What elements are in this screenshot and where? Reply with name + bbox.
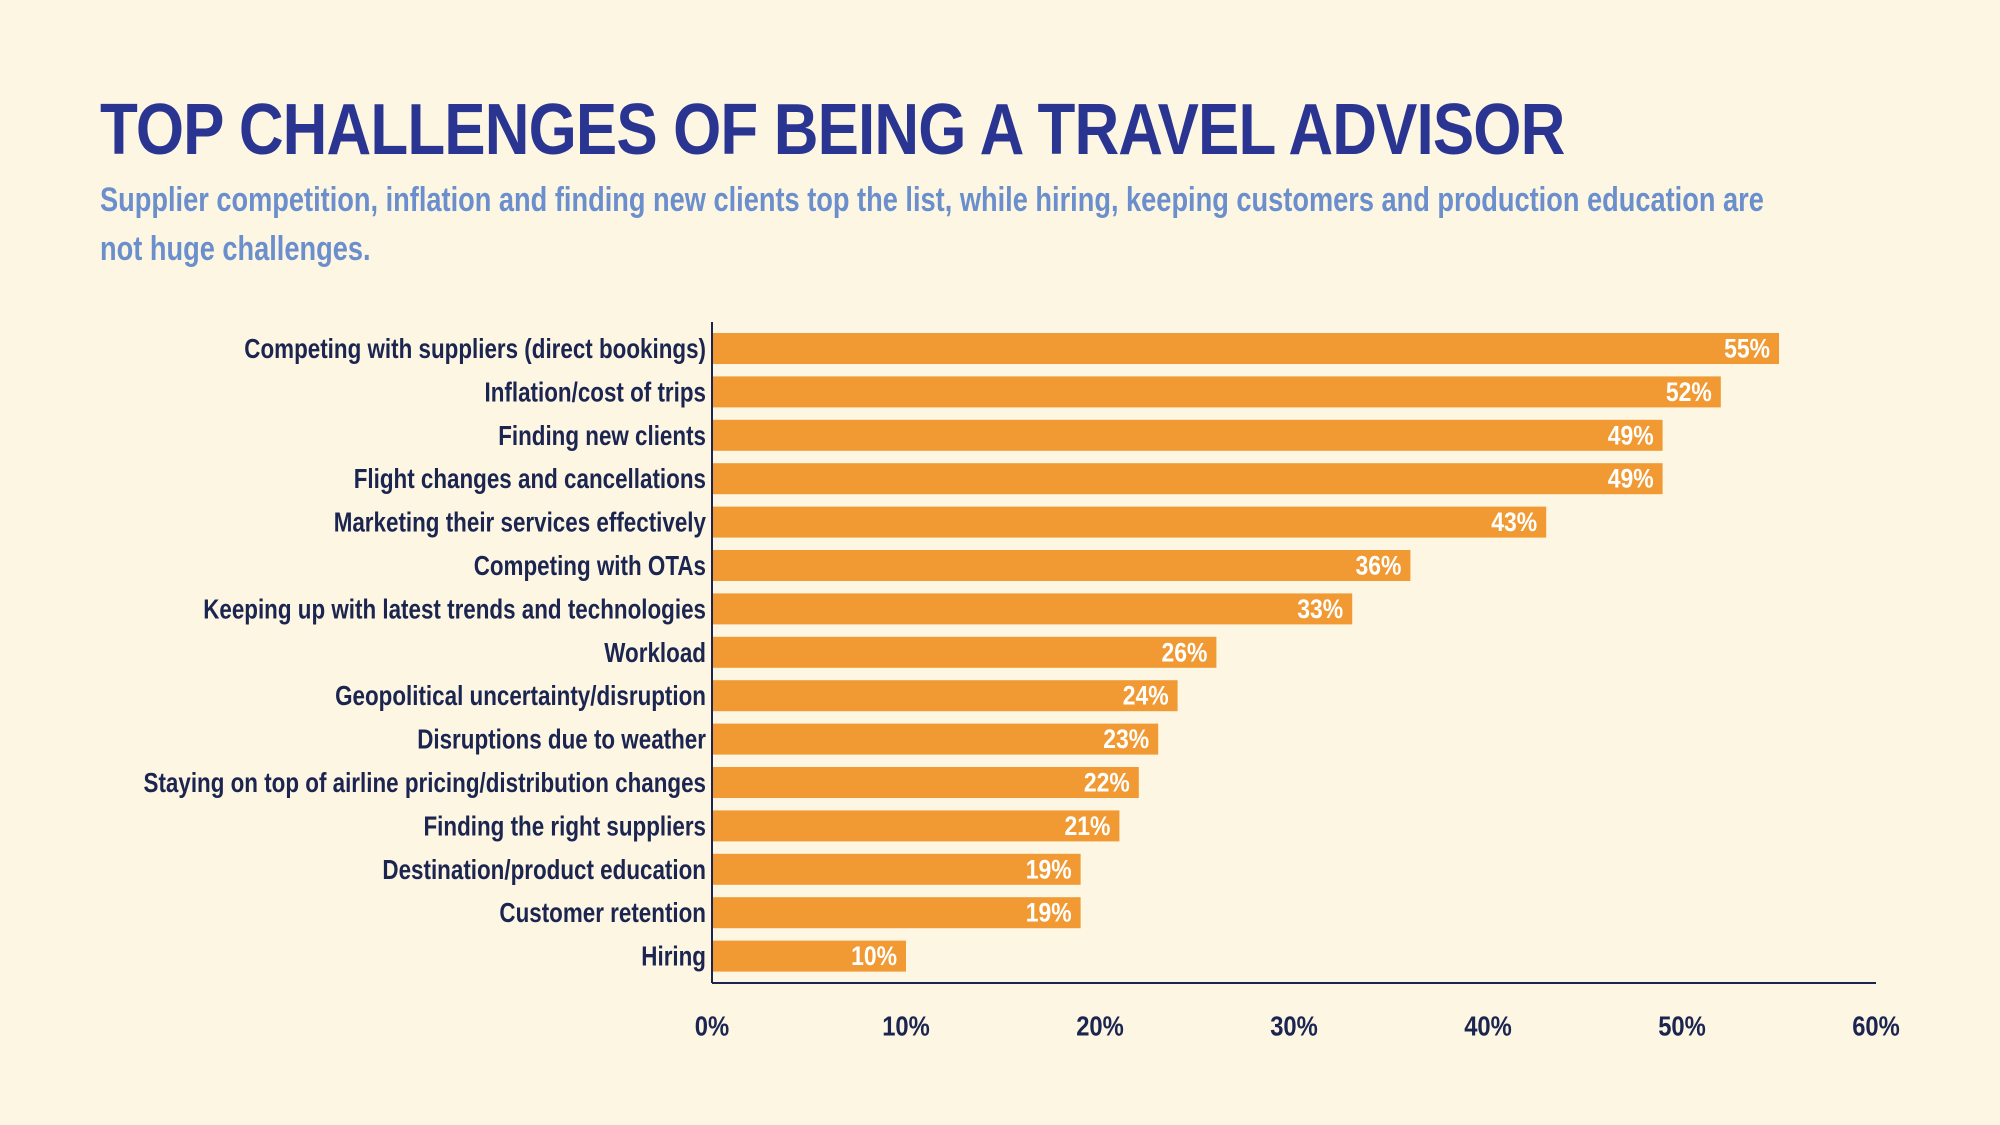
category-label: Inflation/cost of trips: [485, 376, 707, 407]
category-label: Disruptions due to weather: [417, 724, 706, 755]
bar: [712, 463, 1663, 495]
value-label: 55%: [1724, 334, 1770, 364]
value-label: 52%: [1666, 377, 1712, 407]
x-tick-label: 30%: [1270, 1011, 1318, 1042]
bar: [712, 333, 1779, 364]
bar: [712, 897, 1081, 929]
category-label: Destination/product education: [382, 854, 706, 885]
bar: [712, 593, 1353, 625]
category-label: Keeping up with latest trends and techno…: [203, 593, 706, 624]
bar: [712, 767, 1139, 798]
x-tick-label: 40%: [1464, 1011, 1512, 1042]
x-tick-label: 0%: [695, 1011, 729, 1042]
bar: [712, 723, 1159, 755]
x-tick-label: 10%: [882, 1011, 930, 1042]
value-label: 19%: [1026, 854, 1072, 884]
value-label: 43%: [1491, 507, 1537, 537]
bar: [712, 506, 1547, 538]
value-label: 36%: [1356, 551, 1402, 581]
category-label: Workload: [604, 637, 706, 668]
category-label: Finding the right suppliers: [424, 810, 707, 841]
value-label: 22%: [1084, 768, 1130, 798]
category-label: Staying on top of airline pricing/distri…: [144, 767, 707, 798]
bar: [712, 550, 1411, 581]
bar: [712, 810, 1120, 842]
chart-title: TOP CHALLENGES OF BEING A TRAVEL ADVISOR: [100, 90, 1565, 170]
bar: [712, 636, 1217, 668]
category-label: Competing with OTAs: [474, 550, 706, 581]
category-label: Marketing their services effectively: [334, 507, 707, 538]
category-label: Customer retention: [499, 897, 706, 928]
category-label: Hiring: [641, 941, 706, 972]
value-label: 49%: [1608, 420, 1654, 450]
bar: [712, 376, 1721, 408]
x-tick-label: 50%: [1658, 1011, 1706, 1042]
value-label: 19%: [1026, 898, 1072, 928]
bar: [712, 853, 1081, 885]
category-label: Finding new clients: [498, 420, 706, 451]
value-label: 33%: [1297, 594, 1343, 624]
bar: [712, 419, 1663, 451]
value-label: 10%: [851, 941, 897, 971]
category-label: Competing with suppliers (direct booking…: [244, 333, 706, 364]
x-tick-label: 60%: [1852, 1011, 1900, 1042]
category-label: Geopolitical uncertainty/disruption: [335, 680, 706, 711]
category-label: Flight changes and cancellations: [354, 463, 706, 494]
chart-subtitle: Supplier competition, inflation and find…: [100, 181, 1764, 268]
value-label: 26%: [1162, 637, 1208, 667]
value-label: 49%: [1608, 464, 1654, 494]
value-label: 24%: [1123, 681, 1169, 711]
bar: [712, 680, 1178, 712]
value-label: 21%: [1065, 811, 1111, 841]
value-label: 23%: [1103, 724, 1149, 754]
bar: [712, 940, 906, 972]
x-tick-label: 20%: [1076, 1011, 1124, 1042]
